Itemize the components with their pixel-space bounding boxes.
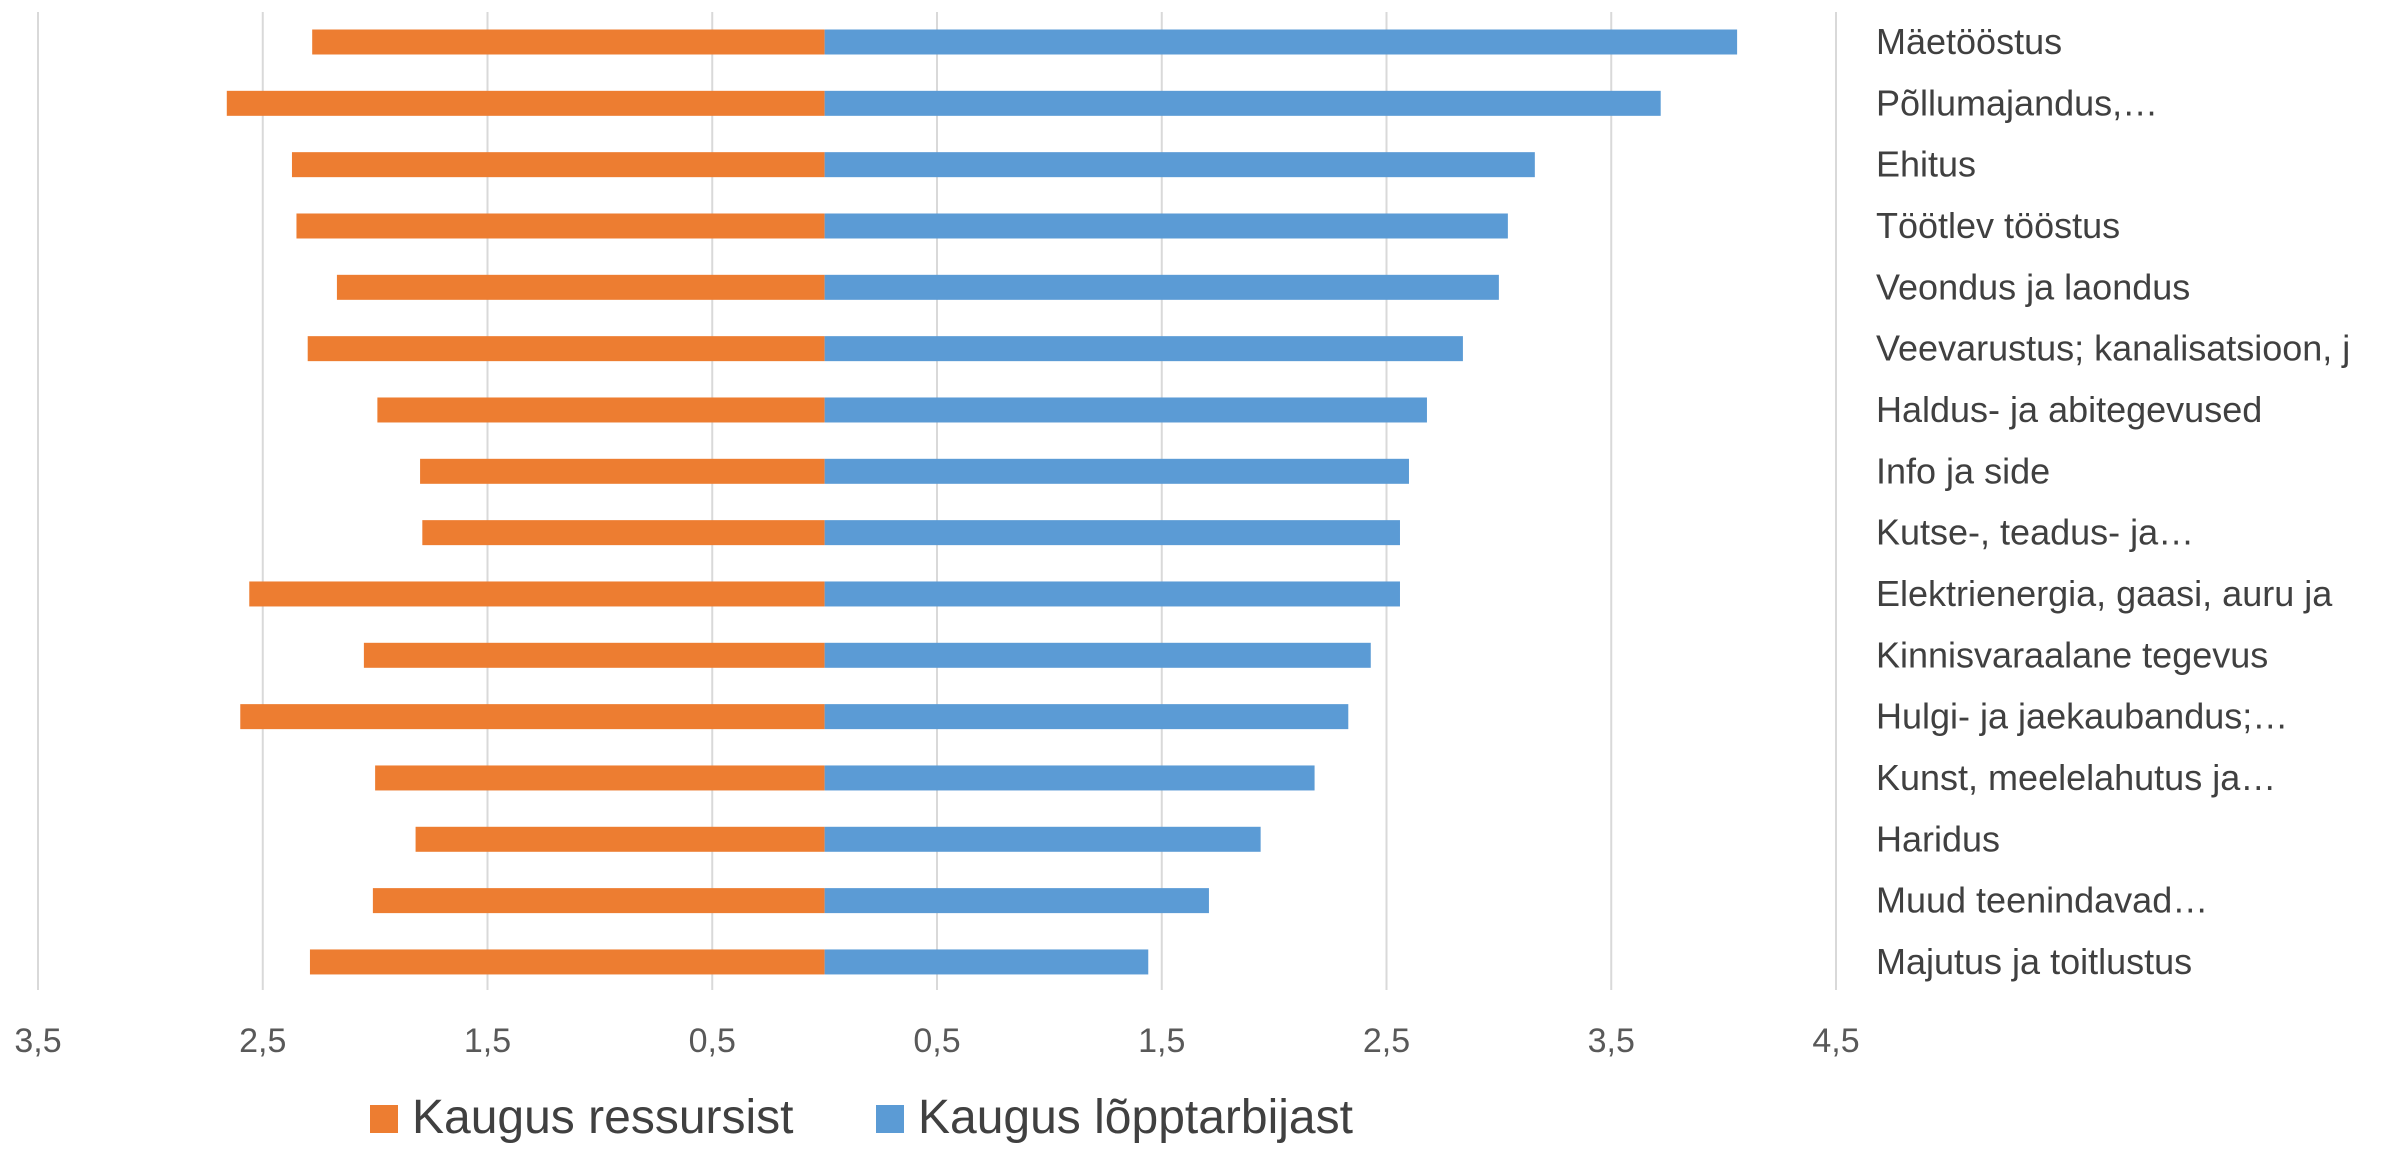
bar-ressurss-7 [420, 458, 825, 484]
legend-label-1: Kaugus lõpptarbijast [918, 1091, 1353, 1144]
bar-ressurss-14 [372, 888, 825, 914]
category-label-5: Veevarustus; kanalisatsioon, j [1876, 328, 2350, 369]
category-label-15: Majutus ja toitlustus [1876, 941, 2192, 982]
bar-ressurss-1 [226, 90, 825, 116]
bar-loopptarbija-4 [824, 274, 1499, 300]
bar-ressurss-4 [336, 274, 825, 300]
bar-ressurss-11 [240, 704, 825, 730]
bar-ressurss-6 [377, 397, 825, 423]
category-label-7: Info ja side [1876, 450, 2050, 491]
bars [226, 29, 1738, 975]
bar-loopptarbija-15 [824, 949, 1149, 975]
legend: Kaugus ressursist Kaugus lõpptarbijast [370, 1091, 1353, 1144]
bar-ressurss-12 [375, 765, 825, 791]
category-label-12: Kunst, meelelahutus ja… [1876, 757, 2276, 798]
x-tick-label-4: 0,5 [913, 1022, 960, 1060]
bar-loopptarbija-0 [824, 29, 1738, 55]
bar-loopptarbija-3 [824, 213, 1508, 239]
x-tick-label-3: 0,5 [689, 1022, 736, 1060]
x-tick-label-6: 2,5 [1363, 1022, 1410, 1060]
x-tick-label-5: 1,5 [1138, 1022, 1185, 1060]
bar-loopptarbija-5 [824, 336, 1463, 362]
bar-loopptarbija-13 [824, 826, 1261, 852]
bar-loopptarbija-7 [824, 458, 1409, 484]
category-label-11: Hulgi- ja jaekaubandus;… [1876, 696, 2288, 737]
x-tick-label-1: 2,5 [239, 1022, 286, 1060]
category-label-8: Kutse-, teadus- ja… [1876, 512, 2194, 553]
bar-loopptarbija-2 [824, 152, 1535, 178]
category-label-14: Muud teenindavad… [1876, 880, 2208, 921]
category-label-6: Haldus- ja abitegevused [1876, 389, 2262, 430]
bar-loopptarbija-9 [824, 581, 1400, 607]
category-label-13: Haridus [1876, 818, 2000, 859]
category-label-0: Mäetööstus [1876, 21, 2062, 62]
bar-loopptarbija-6 [824, 397, 1427, 423]
x-tick-label-2: 1,5 [464, 1022, 511, 1060]
bar-ressurss-15 [309, 949, 825, 975]
bar-loopptarbija-8 [824, 520, 1400, 546]
category-label-3: Töötlev tööstus [1876, 205, 2120, 246]
x-axis-tick-labels: 3,5 2,5 1,5 0,5 0,5 1,5 2,5 3,5 4,5 [14, 1022, 1859, 1060]
bar-loopptarbija-12 [824, 765, 1315, 791]
x-tick-label-0: 3,5 [14, 1022, 61, 1060]
category-label-1: Põllumajandus,… [1876, 82, 2158, 123]
category-labels: Mäetööstus Põllumajandus,… Ehitus Töötlev t… [1876, 21, 2350, 982]
legend-swatch-0 [370, 1105, 398, 1133]
bar-ressurss-0 [312, 29, 825, 55]
legend-label-0: Kaugus ressursist [412, 1091, 794, 1144]
bar-ressurss-2 [291, 152, 825, 178]
bar-ressurss-9 [249, 581, 825, 607]
bar-loopptarbija-10 [824, 642, 1371, 668]
legend-swatch-1 [876, 1105, 904, 1133]
category-label-2: Ehitus [1876, 144, 1976, 185]
bar-loopptarbija-11 [824, 704, 1349, 730]
bar-ressurss-5 [307, 336, 825, 362]
bar-loopptarbija-1 [824, 90, 1661, 116]
category-label-9: Elektrienergia, gaasi, auru ja [1876, 573, 2333, 614]
bar-ressurss-13 [415, 826, 825, 852]
x-tick-label-7: 3,5 [1588, 1022, 1635, 1060]
bar-loopptarbija-14 [824, 888, 1209, 914]
bar-ressurss-10 [363, 642, 825, 668]
bar-ressurss-3 [296, 213, 825, 239]
category-label-10: Kinnisvaraalane tegevus [1876, 634, 2268, 675]
x-tick-label-8: 4,5 [1812, 1022, 1859, 1060]
bar-ressurss-8 [422, 520, 825, 546]
category-label-4: Veondus ja laondus [1876, 266, 2190, 307]
